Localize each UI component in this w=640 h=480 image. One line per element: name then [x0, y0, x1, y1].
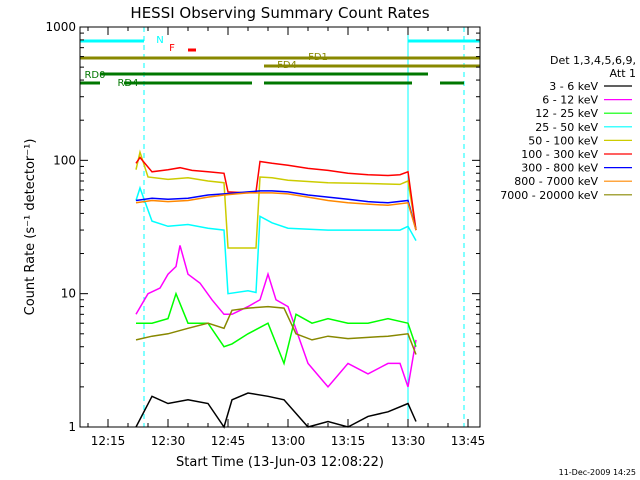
legend-label-800-7000-kev: 800 - 7000 keV: [514, 175, 598, 188]
legend-label-50-100-kev: 50 - 100 keV: [528, 134, 598, 147]
x-tick-label: 12:30: [151, 434, 186, 448]
flag-label-rd4: RD4: [117, 78, 138, 89]
series-line-300-800-kev: [135, 190, 417, 231]
flag-label-rd0: RD0: [84, 70, 105, 81]
x-tick-label: 13:15: [331, 434, 366, 448]
series-line-25-50-kev: [135, 185, 417, 295]
series-line-800-7000-kev: [135, 192, 417, 231]
legend-label-25-50-kev: 25 - 50 keV: [535, 121, 598, 134]
flag-label-fd1: FD1: [308, 52, 328, 63]
x-tick-label: 13:45: [451, 434, 486, 448]
legend-header-line1: Det 1,3,4,5,6,9,: [550, 54, 636, 67]
series-line-50-100-kev: [135, 149, 417, 249]
flag-label-n: N: [156, 35, 163, 46]
flag-label-f: F: [169, 43, 175, 54]
x-tick-label: 13:00: [271, 434, 306, 448]
series-line-7000-20000-kev: [135, 305, 417, 355]
series-lines: [135, 149, 417, 429]
x-tick-label: 12:45: [211, 434, 246, 448]
x-tick-label: 12:15: [91, 434, 126, 448]
y-tick-label: 1000: [45, 20, 76, 34]
x-tick-label: 13:30: [391, 434, 426, 448]
legend-label-12-25-kev: 12 - 25 keV: [535, 107, 598, 120]
x-axis: 12:15 12:30 12:45 13:00 13:15 13:30 13:45: [87, 27, 486, 448]
y-axis: 1 10 100 1000: [45, 20, 480, 434]
legend-label-3-6-kev: 3 - 6 keV: [549, 80, 598, 93]
y-tick-label: 100: [53, 153, 76, 167]
series-line-6-12-kev: [135, 245, 417, 389]
timestamp-stamp: 11-Dec-2009 14:25: [559, 468, 636, 477]
x-axis-title: Start Time (13-Jun-03 12:08:22): [176, 455, 384, 470]
y-tick-label: 1: [68, 420, 76, 434]
legend-label-7000-20000-kev: 7000 - 20000 keV: [500, 189, 598, 202]
y-axis-title: Count Rate (s⁻¹ detector⁻¹): [23, 139, 38, 316]
legend-label-100-300-kev: 100 - 300 keV: [521, 148, 598, 161]
chart-title: HESSI Observing Summary Count Rates: [130, 4, 429, 22]
series-line-12-25-kev: [136, 291, 417, 366]
plot-frame: [79, 26, 481, 428]
y-tick-label: 10: [61, 287, 76, 301]
legend-header-line2: Att 1: [610, 67, 636, 80]
flag-label-fd4: FD4: [277, 60, 297, 71]
legend-label-300-800-kev: 300 - 800 keV: [521, 162, 598, 175]
series-line-3-6-kev: [135, 392, 417, 429]
flag-bars: NF FD1 FD4 RD0 RD4: [80, 35, 480, 89]
series-line-100-300-kev: [135, 156, 417, 231]
legend-label-6-12-kev: 6 - 12 keV: [542, 94, 598, 107]
